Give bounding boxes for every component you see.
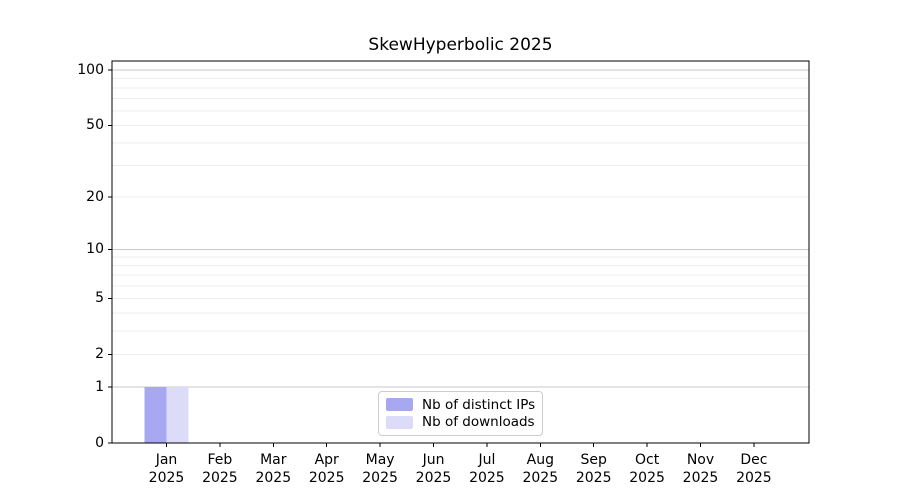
x-tick-label: Feb 2025: [188, 452, 252, 487]
x-tick-month: Dec: [740, 452, 768, 468]
y-tick-label: 100: [77, 62, 104, 79]
x-tick-year: 2025: [575, 469, 612, 486]
x-tick-month: Jun: [422, 452, 445, 468]
x-tick-month: May: [365, 452, 395, 468]
x-tick-month: Aug: [526, 452, 554, 468]
y-tick-label: 5: [95, 290, 104, 307]
y-tick-label: 20: [86, 189, 104, 206]
x-tick-year: 2025: [736, 469, 772, 486]
legend-swatch-distinct-ips: [386, 398, 413, 412]
y-tick-label: 0: [95, 435, 104, 451]
legend-item-distinct-ips: Nb of distinct IPs: [386, 397, 535, 413]
x-tick-month: Apr: [314, 452, 339, 468]
y-tick-label: 50: [86, 117, 104, 134]
x-tick-year: 2025: [148, 469, 185, 486]
x-tick-year: 2025: [469, 469, 505, 486]
bar-downloads: [166, 387, 189, 443]
x-tick-label: Dec 2025: [722, 452, 786, 487]
y-tick-label: 1: [95, 379, 104, 395]
x-tick-year: 2025: [362, 469, 398, 486]
x-tick-year: 2025: [202, 469, 238, 486]
x-tick-year: 2025: [629, 469, 665, 486]
x-tick-month: Jul: [478, 452, 496, 468]
y-tick-label: 10: [86, 241, 104, 258]
x-tick-year: 2025: [522, 469, 559, 486]
x-tick-label: Sep 2025: [562, 452, 626, 487]
x-tick-month: Sep: [580, 452, 607, 468]
x-tick-label: Jun 2025: [402, 452, 466, 487]
axes-spines: [111, 60, 810, 444]
x-tick-month: Mar: [260, 452, 287, 468]
legend-swatch-downloads: [386, 415, 413, 429]
x-tick-month: Oct: [634, 452, 660, 468]
x-tick-month: Nov: [686, 452, 715, 468]
x-tick-label: Mar 2025: [241, 452, 305, 487]
legend-label-distinct-ips: Nb of distinct IPs: [422, 396, 536, 413]
x-tick-label: Jul 2025: [455, 452, 519, 487]
legend: Nb of distinct IPs Nb of downloads: [378, 391, 543, 436]
x-tick-year: 2025: [415, 469, 452, 486]
x-tick-month: Feb: [207, 452, 233, 468]
x-tick-month: Jan: [155, 452, 178, 468]
y-tick-label: 2: [95, 346, 104, 363]
x-tick-label: Aug 2025: [508, 452, 572, 487]
legend-item-downloads: Nb of downloads: [386, 414, 535, 430]
x-tick-label: Apr 2025: [295, 452, 359, 487]
chart-title: SkewHyperbolic 2025: [368, 35, 553, 55]
x-tick-year: 2025: [255, 469, 292, 486]
legend-label-downloads: Nb of downloads: [422, 414, 535, 431]
x-tick-year: 2025: [308, 469, 345, 486]
x-tick-label: May 2025: [348, 452, 412, 487]
x-tick-label: Nov 2025: [669, 452, 733, 487]
x-tick-label: Oct 2025: [615, 452, 679, 487]
x-tick-year: 2025: [682, 469, 719, 486]
x-tick-label: Jan 2025: [135, 452, 199, 487]
bar-distinct-ips: [144, 387, 167, 443]
